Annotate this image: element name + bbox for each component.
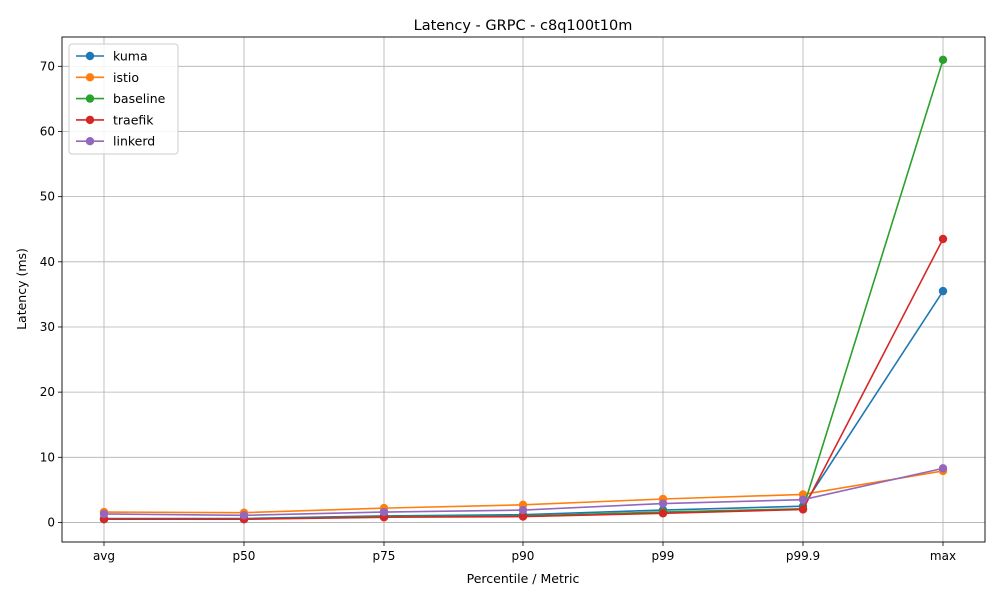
x-axis-label: Percentile / Metric [467, 571, 580, 586]
series-line-kuma [104, 290, 944, 520]
legend-marker-baseline [85, 94, 95, 103]
y-tick-label: 70 [40, 59, 55, 73]
data-point-traefik [658, 509, 668, 518]
y-tick-label: 30 [40, 320, 55, 334]
x-tick-label: avg [93, 549, 115, 563]
x-tick-label: p50 [233, 549, 256, 563]
data-point-traefik [518, 512, 528, 521]
legend-label-baseline: baseline [113, 91, 166, 106]
x-tick-label: max [930, 549, 956, 563]
data-point-traefik [938, 234, 948, 244]
legend-label-linkerd: linkerd [113, 134, 155, 149]
y-tick-label: 10 [40, 450, 55, 464]
data-point-linkerd [658, 499, 668, 508]
y-axis-label: Latency (ms) [14, 248, 29, 330]
data-point-traefik [798, 505, 808, 514]
x-tick-label: p99 [652, 549, 675, 563]
legend: kuma istio baseline traefik linkerd [68, 43, 179, 155]
series-layer [99, 55, 948, 524]
grid-lines [62, 37, 985, 542]
legend-label-istio: istio [113, 70, 139, 85]
series-line-traefik [104, 238, 944, 520]
data-point-linkerd [239, 511, 249, 520]
data-point-linkerd [798, 495, 808, 504]
x-tick-label: p90 [512, 549, 535, 563]
y-tick-label: 40 [40, 255, 55, 269]
legend-box [68, 43, 179, 155]
y-tick-label: 0 [47, 515, 55, 529]
axis-ticks: avg p50 p75 p90 p99 p99.9 max 0 10 20 30 40 50 60 70 [40, 59, 956, 563]
legend-label-traefik: traefik [113, 112, 154, 127]
data-point-linkerd [518, 505, 528, 515]
data-point-kuma [938, 286, 948, 296]
y-tick-label: 20 [40, 385, 55, 399]
y-tick-label: 60 [40, 124, 55, 138]
chart-title: Latency - GRPC - c8q100t10m [414, 18, 633, 34]
y-tick-label: 50 [40, 190, 55, 204]
legend-marker-istio [85, 73, 95, 82]
plot-frame [61, 36, 986, 543]
legend-label-kuma: kuma [113, 49, 148, 64]
data-point-linkerd [379, 507, 389, 517]
legend-marker-traefik [85, 115, 95, 125]
data-point-baseline [938, 55, 948, 65]
series-line-baseline [104, 59, 944, 520]
data-point-linkerd [99, 509, 109, 519]
legend-marker-linkerd [85, 137, 95, 146]
legend-marker-kuma [85, 51, 95, 61]
x-tick-label: p99.9 [786, 549, 820, 563]
x-tick-label: p75 [373, 549, 396, 563]
data-point-linkerd [938, 464, 948, 473]
